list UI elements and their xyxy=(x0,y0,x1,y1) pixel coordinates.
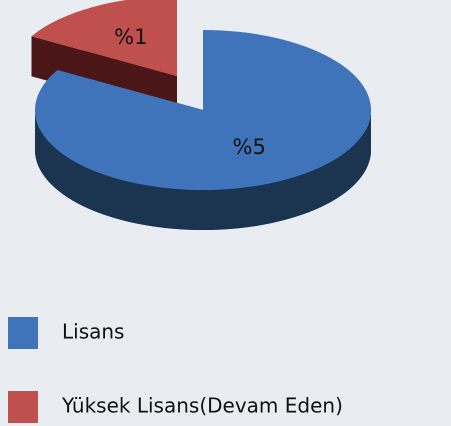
slice xyxy=(31,0,177,77)
legend-swatch xyxy=(8,317,38,349)
slice xyxy=(34,30,371,190)
value-label: %1 xyxy=(114,25,147,49)
legend-label: Lisans xyxy=(62,320,124,344)
value-label: %5 xyxy=(233,135,266,159)
legend-label: Yüksek Lisans(Devam Eden) xyxy=(61,394,343,418)
slice-side xyxy=(35,110,371,230)
legend-swatch xyxy=(8,391,38,423)
